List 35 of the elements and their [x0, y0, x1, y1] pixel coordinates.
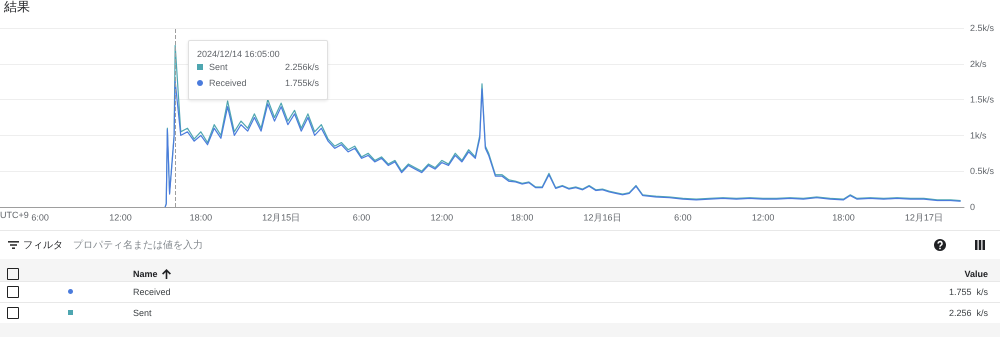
x-tick-label: 12月16日 [583, 212, 622, 222]
x-tick-label: 12:00 [430, 212, 454, 222]
text: 1.755 k/s [948, 287, 988, 297]
text: プロパティ名または値を入力 [73, 238, 203, 252]
y-tick-label: 1.5k/s [970, 94, 995, 105]
text: フィルタ [23, 239, 63, 252]
y-tick-label: 2k/s [970, 58, 988, 69]
x-tick-label: 6:00 [31, 212, 49, 222]
x-tick-label: 18:00 [832, 212, 855, 222]
x-tick-label: 18:00 [190, 212, 212, 222]
annotation: 2024/12/14 16:05:00 [197, 49, 280, 59]
text: Received [133, 287, 171, 297]
chart-title: 結果 [4, 0, 30, 16]
legend-label: Received [209, 78, 247, 88]
text: Value [964, 268, 988, 278]
annotation: 2.256k/s [284, 62, 319, 72]
x-tick-label: 6:00 [352, 212, 370, 222]
y-tick-label: 1k/s [970, 130, 988, 140]
x-tick-label: 12月15日 [262, 212, 300, 222]
x-tick-label: 12:00 [752, 212, 774, 222]
legend-label: Sent [209, 62, 228, 72]
text: Sent [133, 308, 152, 318]
x-tick-label: 6:00 [674, 212, 692, 222]
x-tick-label: 12月17日 [904, 212, 943, 222]
annotation: 1.755k/s [284, 78, 319, 88]
line-series [164, 80, 962, 208]
x-tick-label: 12:00 [109, 212, 132, 222]
line-series [164, 44, 962, 208]
y-tick-label: 0.5k/s [970, 166, 995, 176]
text: Name [133, 268, 158, 278]
y-tick-label: 0 [970, 202, 976, 212]
y-tick-label: 2.5k/s [970, 23, 995, 33]
text: 2.256 k/s [948, 308, 988, 318]
x-tick-label: 18:00 [510, 212, 534, 222]
text: UTC+9 [0, 210, 29, 220]
